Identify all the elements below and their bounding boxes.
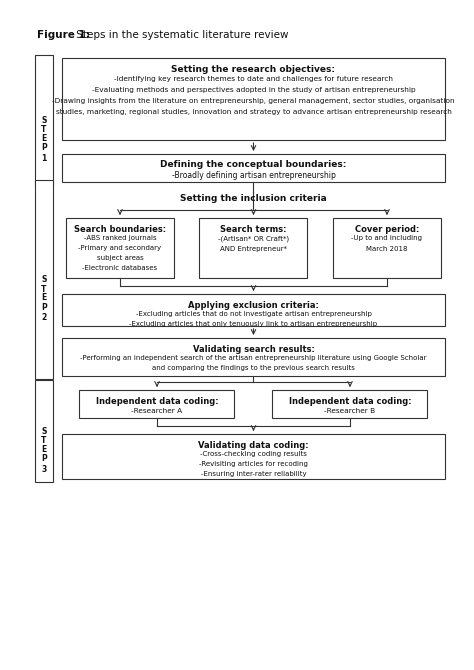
Text: studies, marketing, regional studies, innovation and strategy to advance artisan: studies, marketing, regional studies, in… bbox=[55, 109, 451, 115]
Text: -Broadly defining artisan entrepreneurship: -Broadly defining artisan entrepreneursh… bbox=[172, 171, 336, 180]
Text: -Cross-checking coding results: -Cross-checking coding results bbox=[200, 451, 307, 457]
Text: P: P bbox=[41, 454, 47, 463]
Text: -Identifying key research themes to date and challenges for future research: -Identifying key research themes to date… bbox=[114, 76, 393, 82]
Text: Figure 1:: Figure 1: bbox=[37, 30, 90, 40]
Text: Independent data coding:: Independent data coding: bbox=[289, 397, 411, 406]
Bar bbox=[80, 390, 235, 418]
Text: Search terms:: Search terms: bbox=[220, 225, 287, 234]
Text: -Researcher A: -Researcher A bbox=[131, 408, 182, 414]
Text: 1: 1 bbox=[41, 154, 46, 163]
Text: S: S bbox=[41, 116, 46, 125]
Text: -Excluding articles that only tenuously link to artisan entrepreneurship: -Excluding articles that only tenuously … bbox=[129, 321, 378, 327]
Text: -Drawing insights from the literature on entrepreneurship, general management, s: -Drawing insights from the literature on… bbox=[52, 98, 455, 104]
Bar bbox=[66, 218, 174, 278]
Bar bbox=[62, 58, 445, 140]
Bar bbox=[62, 294, 445, 326]
Text: -Researcher B: -Researcher B bbox=[324, 408, 375, 414]
Text: -Performing an independent search of the artisan entrepreneurship literature usi: -Performing an independent search of the… bbox=[80, 355, 427, 361]
Text: P: P bbox=[41, 143, 47, 152]
Text: -Evaluating methods and perspectives adopted in the study of artisan entrepreneu: -Evaluating methods and perspectives ado… bbox=[91, 87, 415, 93]
Text: S: S bbox=[41, 427, 46, 436]
Text: T: T bbox=[41, 125, 46, 134]
Bar bbox=[35, 180, 53, 379]
Text: -Up to and including: -Up to and including bbox=[352, 235, 422, 241]
Bar bbox=[62, 154, 445, 182]
Text: -(Artisan* OR Craft*): -(Artisan* OR Craft*) bbox=[218, 235, 289, 241]
Text: -Electronic databases: -Electronic databases bbox=[82, 265, 157, 271]
Text: T: T bbox=[41, 285, 46, 293]
Text: Independent data coding:: Independent data coding: bbox=[96, 397, 219, 406]
Text: -Ensuring inter-rater reliability: -Ensuring inter-rater reliability bbox=[201, 471, 306, 477]
Text: AND Entrepreneur*: AND Entrepreneur* bbox=[220, 246, 287, 252]
Text: E: E bbox=[41, 445, 46, 454]
Bar bbox=[62, 338, 445, 376]
Bar bbox=[62, 434, 445, 479]
Text: E: E bbox=[41, 134, 46, 143]
Text: and comparing the findings to the previous search results: and comparing the findings to the previo… bbox=[152, 365, 355, 371]
Text: Defining the conceptual boundaries:: Defining the conceptual boundaries: bbox=[160, 160, 346, 169]
Text: Setting the inclusion criteria: Setting the inclusion criteria bbox=[180, 194, 327, 203]
Text: S: S bbox=[41, 275, 46, 285]
Text: P: P bbox=[41, 302, 47, 312]
Text: subject areas: subject areas bbox=[97, 255, 143, 261]
Text: Cover period:: Cover period: bbox=[355, 225, 419, 234]
Text: Steps in the systematic literature review: Steps in the systematic literature revie… bbox=[73, 30, 289, 40]
Text: Setting the research objectives:: Setting the research objectives: bbox=[172, 65, 336, 74]
Text: 2: 2 bbox=[41, 314, 46, 322]
Bar bbox=[333, 218, 441, 278]
Text: Applying exclusion criteria:: Applying exclusion criteria: bbox=[188, 301, 319, 310]
Text: -Primary and secondary: -Primary and secondary bbox=[78, 245, 162, 251]
Bar bbox=[35, 55, 53, 185]
Bar bbox=[35, 380, 53, 482]
Bar bbox=[273, 390, 428, 418]
Text: Search boundaries:: Search boundaries: bbox=[74, 225, 166, 234]
Text: -ABS ranked journals: -ABS ranked journals bbox=[84, 235, 156, 241]
Text: T: T bbox=[41, 436, 46, 445]
Text: E: E bbox=[41, 293, 46, 302]
Text: -Excluding articles that do not investigate artisan entrepreneurship: -Excluding articles that do not investig… bbox=[136, 311, 372, 317]
Text: Validating search results:: Validating search results: bbox=[192, 345, 314, 354]
Text: -Revisiting articles for recoding: -Revisiting articles for recoding bbox=[199, 461, 308, 467]
Bar bbox=[200, 218, 308, 278]
Text: 3: 3 bbox=[41, 465, 46, 474]
Text: March 2018: March 2018 bbox=[366, 246, 408, 252]
Text: Validating data coding:: Validating data coding: bbox=[198, 441, 309, 450]
